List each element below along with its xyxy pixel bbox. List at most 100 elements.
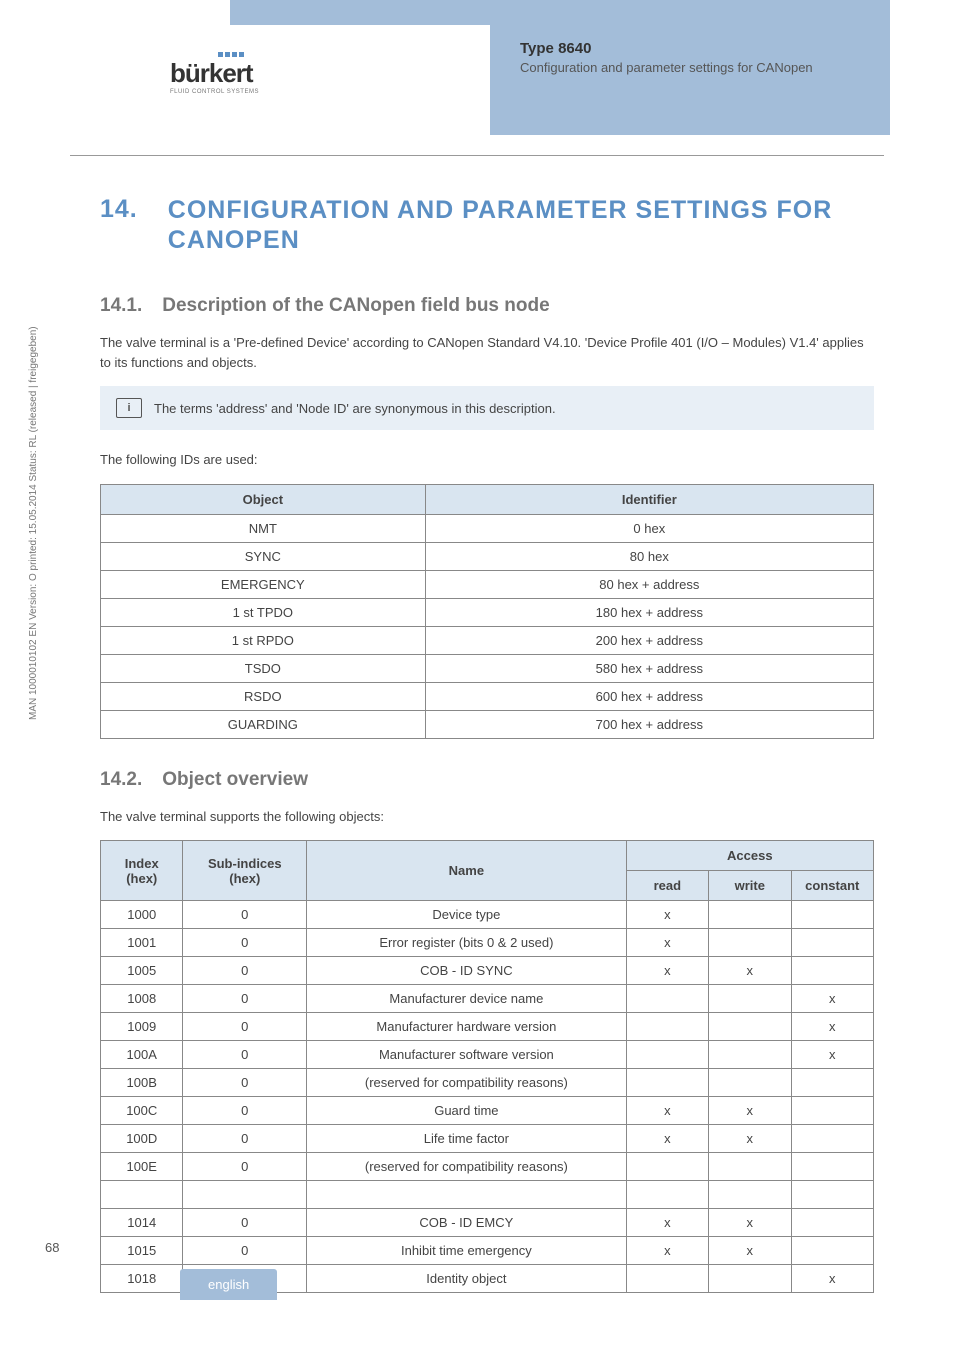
table-row: TSDO580 hex + address bbox=[101, 654, 874, 682]
cell-index: 100C bbox=[101, 1097, 183, 1125]
cell-object: EMERGENCY bbox=[101, 570, 426, 598]
cell-write bbox=[709, 1069, 791, 1097]
cell-constant bbox=[791, 957, 873, 985]
cell-index: 1009 bbox=[101, 1013, 183, 1041]
cell-name: COB - ID SYNC bbox=[307, 957, 627, 985]
type-label: Type 8640 bbox=[520, 40, 870, 57]
cell-object: GUARDING bbox=[101, 710, 426, 738]
cell-constant: x bbox=[791, 1013, 873, 1041]
t2-head-name: Name bbox=[307, 841, 627, 901]
cell-name: Manufacturer hardware version bbox=[307, 1013, 627, 1041]
cell-name bbox=[307, 1181, 627, 1209]
cell-subindex: 0 bbox=[183, 985, 307, 1013]
cell-read: x bbox=[626, 957, 708, 985]
cell-name: (reserved for compatibility reasons) bbox=[307, 1153, 627, 1181]
cell-write bbox=[709, 1153, 791, 1181]
table-row: NMT0 hex bbox=[101, 514, 874, 542]
cell-index: 1005 bbox=[101, 957, 183, 985]
cell-name: Inhibit time emergency bbox=[307, 1237, 627, 1265]
cell-read bbox=[626, 1181, 708, 1209]
cell-constant bbox=[791, 1237, 873, 1265]
table-row: GUARDING700 hex + address bbox=[101, 710, 874, 738]
cell-identifier: 700 hex + address bbox=[425, 710, 873, 738]
cell-write: x bbox=[709, 1209, 791, 1237]
cell-constant bbox=[791, 929, 873, 957]
cell-subindex: 0 bbox=[183, 1125, 307, 1153]
cell-read bbox=[626, 985, 708, 1013]
cell-write: x bbox=[709, 957, 791, 985]
cell-index: 1014 bbox=[101, 1209, 183, 1237]
cell-read: x bbox=[626, 901, 708, 929]
logo-subtitle: FLUID CONTROL SYSTEMS bbox=[170, 89, 259, 95]
cell-constant bbox=[791, 1153, 873, 1181]
cell-write bbox=[709, 1013, 791, 1041]
cell-name: Guard time bbox=[307, 1097, 627, 1125]
table-row: 10140COB - ID EMCYxx bbox=[101, 1209, 874, 1237]
cell-index: 1018 bbox=[101, 1265, 183, 1293]
cell-name: Manufacturer device name bbox=[307, 985, 627, 1013]
cell-index: 100E bbox=[101, 1153, 183, 1181]
cell-object: 1 st RPDO bbox=[101, 626, 426, 654]
cell-object: NMT bbox=[101, 514, 426, 542]
cell-subindex: 0 bbox=[183, 1069, 307, 1097]
t2-head-index: Index (hex) bbox=[101, 841, 183, 901]
section-14-2-para: The valve terminal supports the followin… bbox=[100, 807, 874, 827]
section-14-1-heading: 14.1. Description of the CANopen field b… bbox=[100, 295, 874, 317]
cell-object: SYNC bbox=[101, 542, 426, 570]
cell-write bbox=[709, 901, 791, 929]
cell-constant bbox=[791, 901, 873, 929]
cell-subindex: 0 bbox=[183, 1013, 307, 1041]
cell-subindex: 0 bbox=[183, 957, 307, 985]
table-row: 100D0Life time factorxx bbox=[101, 1125, 874, 1153]
ids-intro-text: The following IDs are used: bbox=[100, 450, 874, 470]
cell-index: 1000 bbox=[101, 901, 183, 929]
cell-write: x bbox=[709, 1097, 791, 1125]
cell-object: TSDO bbox=[101, 654, 426, 682]
cell-read bbox=[626, 1265, 708, 1293]
cell-identifier: 200 hex + address bbox=[425, 626, 873, 654]
table-row: SYNC80 hex bbox=[101, 542, 874, 570]
cell-subindex: 0 bbox=[183, 1097, 307, 1125]
cell-read: x bbox=[626, 1097, 708, 1125]
cell-read: x bbox=[626, 1125, 708, 1153]
t2-head-access: Access bbox=[626, 841, 873, 871]
cell-constant bbox=[791, 1181, 873, 1209]
header-subtitle: Configuration and parameter settings for… bbox=[520, 60, 870, 77]
table-row: 10010Error register (bits 0 & 2 used)x bbox=[101, 929, 874, 957]
table-row: 100A0Manufacturer software versionx bbox=[101, 1041, 874, 1069]
cell-constant bbox=[791, 1069, 873, 1097]
cell-read: x bbox=[626, 1209, 708, 1237]
cell-read: x bbox=[626, 929, 708, 957]
h1-title: CONFIGURATION AND PARAMETER SETTINGS FOR… bbox=[168, 195, 874, 255]
table-row bbox=[101, 1181, 874, 1209]
cell-subindex: 0 bbox=[183, 901, 307, 929]
cell-name: Manufacturer software version bbox=[307, 1041, 627, 1069]
cell-subindex: 0 bbox=[183, 929, 307, 957]
cell-index: 1015 bbox=[101, 1237, 183, 1265]
cell-name: (reserved for compatibility reasons) bbox=[307, 1069, 627, 1097]
footer-language-pill: english bbox=[180, 1269, 277, 1300]
object-overview-table: Index (hex) Sub-indices (hex) Name Acces… bbox=[100, 840, 874, 1293]
cell-subindex bbox=[183, 1181, 307, 1209]
header-info-block: Type 8640 Configuration and parameter se… bbox=[490, 0, 890, 135]
page-number: 68 bbox=[45, 1240, 59, 1255]
cell-name: Life time factor bbox=[307, 1125, 627, 1153]
burkert-logo: bürkert FLUID CONTROL SYSTEMS bbox=[170, 52, 259, 95]
cell-write: x bbox=[709, 1237, 791, 1265]
table1-head-object: Object bbox=[101, 484, 426, 514]
cell-name: COB - ID EMCY bbox=[307, 1209, 627, 1237]
cell-name: Device type bbox=[307, 901, 627, 929]
t2-head-read: read bbox=[626, 871, 708, 901]
section-14-2-heading: 14.2. Object overview bbox=[100, 769, 874, 791]
cell-index: 100D bbox=[101, 1125, 183, 1153]
cell-identifier: 80 hex + address bbox=[425, 570, 873, 598]
h2-number: 14.2. bbox=[100, 769, 142, 791]
h1-number: 14. bbox=[100, 195, 138, 255]
cell-write bbox=[709, 1181, 791, 1209]
cell-write: x bbox=[709, 1125, 791, 1153]
section-14-1-para: The valve terminal is a 'Pre-defined Dev… bbox=[100, 333, 874, 372]
cell-subindex: 0 bbox=[183, 1237, 307, 1265]
table-row: 10000Device typex bbox=[101, 901, 874, 929]
table1-head-identifier: Identifier bbox=[425, 484, 873, 514]
logo-text: bürkert bbox=[170, 58, 259, 89]
